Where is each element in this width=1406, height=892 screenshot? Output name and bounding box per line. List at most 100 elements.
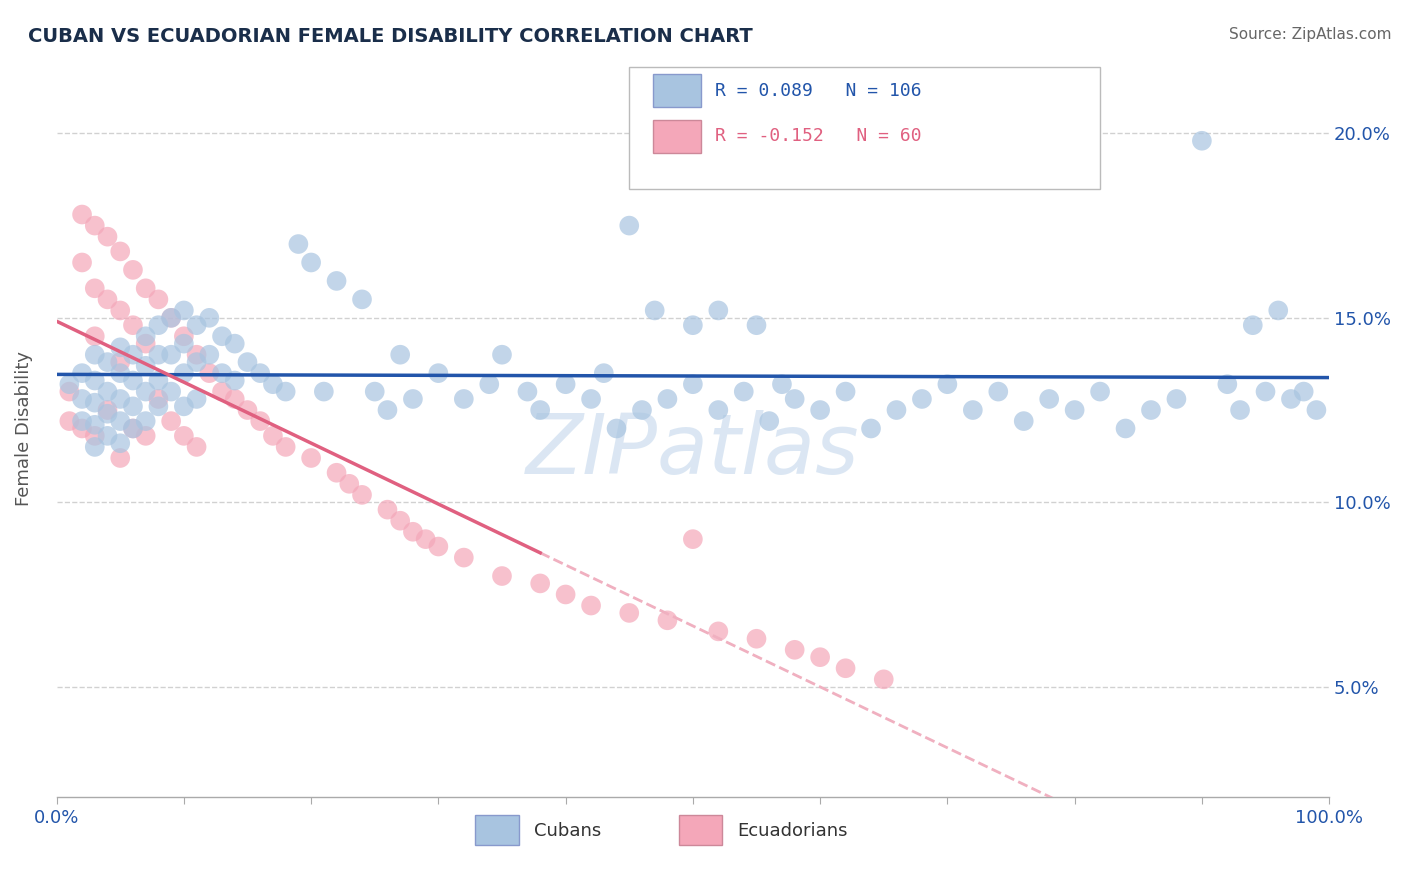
- FancyBboxPatch shape: [679, 815, 723, 845]
- Point: [110, 244, 132, 259]
- Point: [1088, 384, 1111, 399]
- Point: [198, 348, 221, 362]
- Point: [211, 329, 233, 343]
- Point: [58, 384, 80, 399]
- Point: [173, 329, 195, 343]
- Point: [198, 310, 221, 325]
- Point: [1038, 392, 1060, 406]
- Text: CUBAN VS ECUADORIAN FEMALE DISABILITY CORRELATION CHART: CUBAN VS ECUADORIAN FEMALE DISABILITY CO…: [28, 27, 752, 45]
- Point: [148, 374, 170, 388]
- Point: [148, 392, 170, 406]
- Point: [1140, 403, 1163, 417]
- Point: [224, 374, 246, 388]
- Point: [783, 392, 806, 406]
- Point: [249, 366, 271, 380]
- Point: [707, 403, 730, 417]
- Point: [70, 208, 93, 222]
- Point: [70, 366, 93, 380]
- Point: [173, 429, 195, 443]
- Point: [96, 293, 118, 307]
- Point: [325, 274, 347, 288]
- Point: [491, 569, 513, 583]
- Point: [579, 599, 602, 613]
- Y-axis label: Female Disability: Female Disability: [15, 351, 32, 506]
- Point: [707, 624, 730, 639]
- Point: [186, 348, 208, 362]
- Point: [1254, 384, 1277, 399]
- Point: [987, 384, 1010, 399]
- Point: [160, 310, 183, 325]
- Point: [745, 318, 768, 333]
- Point: [83, 395, 105, 409]
- Point: [110, 355, 132, 369]
- Point: [619, 219, 641, 233]
- Point: [427, 366, 450, 380]
- Point: [1191, 134, 1213, 148]
- Point: [873, 673, 896, 687]
- Point: [529, 403, 551, 417]
- Text: R = -0.152   N = 60: R = -0.152 N = 60: [714, 128, 921, 145]
- Point: [1216, 377, 1239, 392]
- Point: [262, 429, 284, 443]
- FancyBboxPatch shape: [654, 74, 700, 107]
- Point: [860, 421, 883, 435]
- Point: [83, 374, 105, 388]
- Point: [350, 293, 373, 307]
- Point: [135, 329, 157, 343]
- Point: [96, 355, 118, 369]
- FancyBboxPatch shape: [475, 815, 519, 845]
- Point: [554, 587, 576, 601]
- Point: [110, 392, 132, 406]
- Point: [745, 632, 768, 646]
- Point: [186, 392, 208, 406]
- Point: [83, 429, 105, 443]
- Point: [962, 403, 984, 417]
- FancyBboxPatch shape: [654, 120, 700, 153]
- Point: [427, 540, 450, 554]
- Point: [173, 366, 195, 380]
- Point: [135, 384, 157, 399]
- Point: [198, 366, 221, 380]
- Point: [619, 606, 641, 620]
- Point: [148, 318, 170, 333]
- Point: [783, 642, 806, 657]
- Point: [364, 384, 387, 399]
- Point: [758, 414, 780, 428]
- Point: [83, 417, 105, 432]
- Point: [211, 366, 233, 380]
- Point: [96, 429, 118, 443]
- Point: [1292, 384, 1315, 399]
- Point: [529, 576, 551, 591]
- Point: [936, 377, 959, 392]
- Point: [808, 403, 831, 417]
- Point: [148, 348, 170, 362]
- Point: [770, 377, 793, 392]
- Point: [516, 384, 538, 399]
- Point: [83, 281, 105, 295]
- Point: [110, 414, 132, 428]
- Point: [70, 392, 93, 406]
- Point: [644, 303, 666, 318]
- Point: [122, 374, 145, 388]
- Point: [83, 219, 105, 233]
- Point: [402, 524, 425, 539]
- Point: [148, 400, 170, 414]
- Point: [160, 384, 183, 399]
- Point: [135, 281, 157, 295]
- Point: [834, 384, 856, 399]
- Point: [70, 255, 93, 269]
- Point: [160, 414, 183, 428]
- Point: [186, 355, 208, 369]
- Point: [70, 421, 93, 435]
- Point: [110, 366, 132, 380]
- Point: [886, 403, 908, 417]
- Point: [224, 392, 246, 406]
- Point: [135, 359, 157, 373]
- Point: [389, 514, 412, 528]
- Point: [1166, 392, 1188, 406]
- Point: [808, 650, 831, 665]
- Point: [70, 414, 93, 428]
- Point: [262, 377, 284, 392]
- Point: [135, 414, 157, 428]
- Point: [274, 384, 297, 399]
